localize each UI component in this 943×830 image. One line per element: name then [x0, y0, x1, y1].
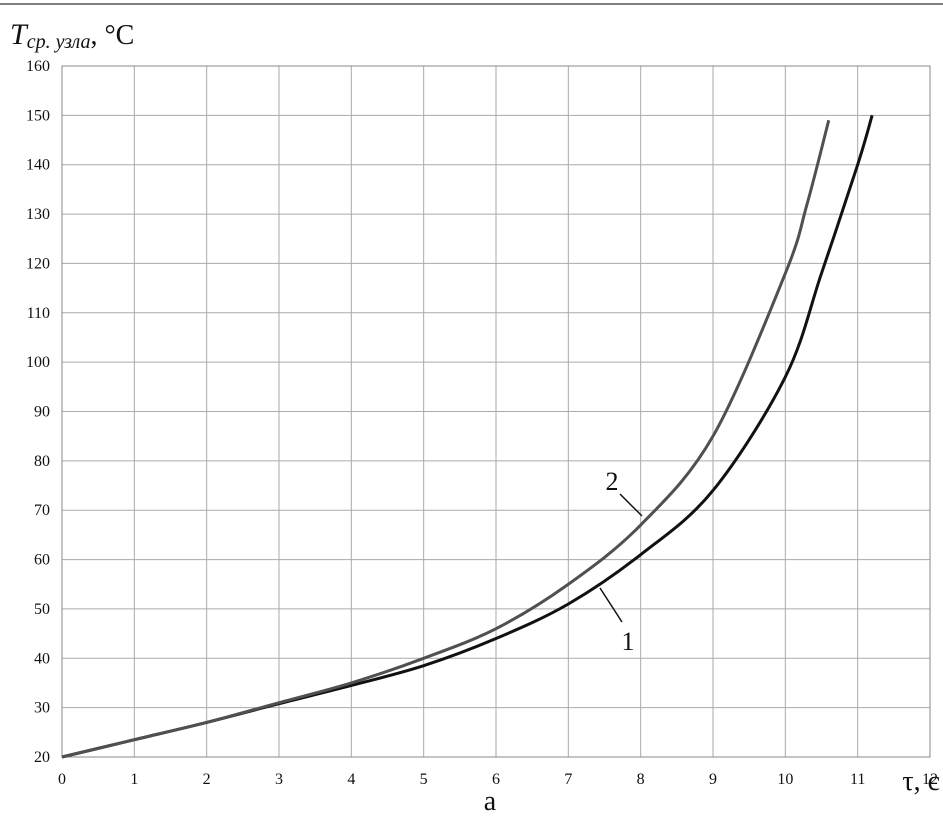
y-label-unit: , °C [90, 20, 134, 51]
y-tick-label: 50 [34, 601, 50, 618]
plot-frame [61, 65, 931, 758]
y-tick-label: 80 [34, 453, 50, 470]
x-tick-label: 12 [922, 771, 938, 788]
leader-line [599, 587, 623, 623]
line-series [61, 119, 831, 759]
x-axis-label: τ, с [902, 766, 940, 797]
y-tick-label: 90 [34, 404, 50, 421]
y-axis-label: Tср. узла, °C [10, 18, 134, 53]
y-tick-label: 160 [26, 58, 50, 75]
y-tick-label: 40 [34, 650, 50, 667]
y-tick-label: 150 [26, 107, 50, 124]
line-series [61, 114, 874, 759]
y-tick-label: 20 [34, 749, 50, 766]
x-tick-label: 7 [564, 771, 572, 788]
y-tick-label: 70 [34, 502, 50, 519]
x-tick-label: 5 [420, 771, 428, 788]
x-tick-label: 1 [130, 771, 138, 788]
y-tick-label: 30 [34, 700, 50, 717]
y-tick-label: 60 [34, 552, 50, 569]
x-tick-label: 9 [709, 771, 717, 788]
x-tick-label: 10 [777, 771, 793, 788]
y-label-symbol: T [10, 18, 29, 51]
x-tick-label: 11 [850, 771, 865, 788]
x-tick-label: 8 [637, 771, 645, 788]
y-label-subscript: ср. узла [27, 31, 91, 53]
curve-label: 2 [606, 467, 619, 496]
x-tick-label: 6 [492, 771, 500, 788]
y-tick-label: 120 [26, 255, 50, 272]
x-tick-label: 4 [347, 771, 355, 788]
y-tick-label: 100 [26, 354, 50, 371]
y-tick-label: 110 [27, 305, 50, 322]
x-tick-label: 2 [203, 771, 211, 788]
x-tick-label: 3 [275, 771, 283, 788]
leader-line [619, 493, 643, 517]
x-tick-label: 0 [58, 771, 66, 788]
curve-label: 1 [622, 627, 635, 656]
y-tick-label: 130 [26, 206, 50, 223]
y-tick-label: 140 [26, 157, 50, 174]
caption: а [484, 786, 497, 817]
